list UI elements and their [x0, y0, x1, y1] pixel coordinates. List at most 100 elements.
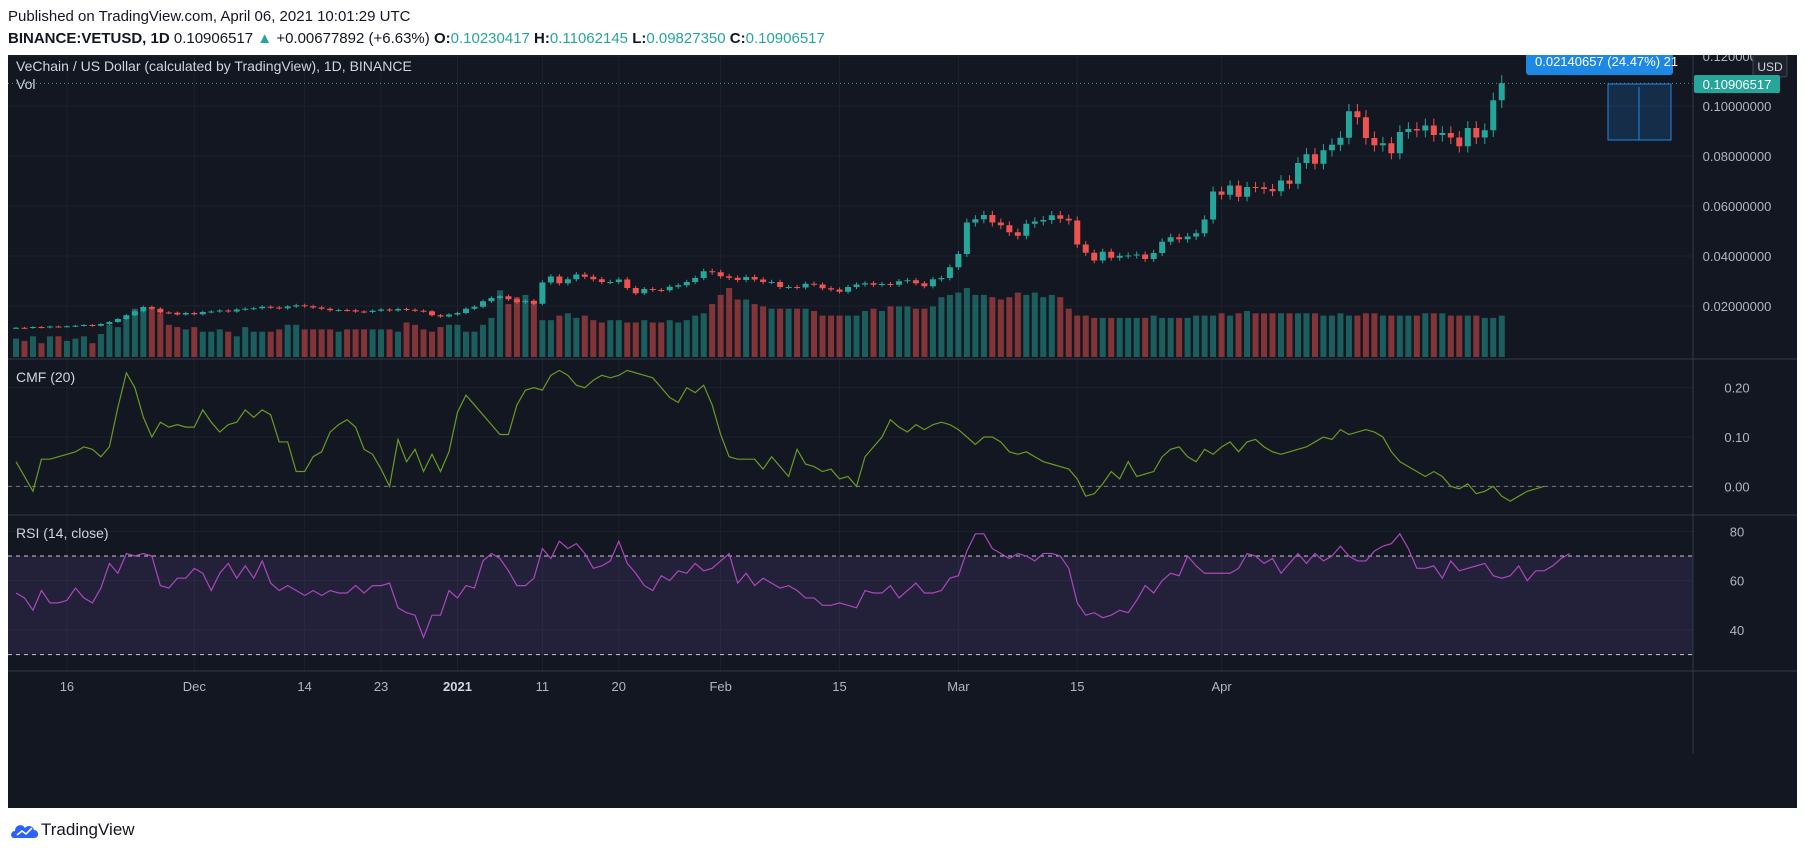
- candle-body: [1481, 130, 1488, 138]
- candle-body: [819, 284, 826, 289]
- candle-body: [1133, 254, 1140, 256]
- volume-bar: [471, 331, 478, 357]
- candle-body: [318, 307, 325, 309]
- candle-body: [369, 310, 376, 312]
- volume-bar: [293, 324, 300, 357]
- price-tick-label: 0.02000000: [1703, 299, 1772, 314]
- candle-body: [1031, 221, 1038, 224]
- volume-bar: [318, 329, 325, 357]
- volume-bar: [437, 327, 444, 357]
- volume-bar: [904, 306, 911, 357]
- candle-body: [233, 309, 240, 312]
- volume-bar: [1464, 315, 1471, 357]
- tradingview-cloud-icon[interactable]: [10, 820, 40, 840]
- volume-bar: [1294, 313, 1301, 357]
- cmf-line: [15, 369, 1545, 502]
- time-tick-label: 11: [536, 679, 550, 694]
- time-tick-label: Feb: [709, 679, 731, 694]
- candle-body: [1447, 133, 1454, 138]
- volume-bar: [242, 327, 249, 357]
- candle-body: [386, 309, 393, 311]
- volume-bar: [828, 315, 835, 357]
- candle-body: [352, 310, 359, 312]
- candle-body: [1048, 215, 1055, 220]
- candle-body: [1269, 189, 1276, 192]
- volume-bar: [989, 297, 996, 357]
- candle-body: [777, 282, 784, 287]
- volume-bar: [666, 320, 673, 357]
- volume-bar: [598, 322, 605, 357]
- candle-body: [641, 289, 648, 294]
- candle-body: [344, 310, 351, 311]
- candle-body: [378, 309, 385, 311]
- volume-bar: [1082, 315, 1089, 357]
- volume-bar: [97, 334, 104, 357]
- chart-area[interactable]: 16 Dec 14 23 2021 11 20 Feb 15 Mar 15 Apr 0.12000000…: [8, 48, 1797, 808]
- candle-body: [1473, 128, 1480, 138]
- volume-bar: [658, 322, 665, 357]
- chart-svg[interactable]: 16 Dec 14 23 2021 11 20 Feb 15 Mar 15 Apr0.12000000…: [8, 48, 1797, 808]
- volume-bar: [369, 329, 376, 357]
- candle-body: [1057, 215, 1064, 219]
- volume-bar: [445, 324, 452, 357]
- volume-bar: [80, 336, 87, 357]
- volume-bar: [284, 324, 291, 357]
- candle-body: [955, 254, 962, 268]
- volume-bar: [853, 315, 860, 357]
- volume-bar: [310, 329, 317, 357]
- candle-body: [1082, 244, 1089, 253]
- volume-bar: [1498, 315, 1505, 357]
- candle-body: [811, 283, 818, 285]
- candle-body: [1218, 191, 1225, 195]
- volume-bar: [878, 311, 885, 357]
- candle-body: [1150, 253, 1157, 259]
- volume-bar: [802, 308, 809, 357]
- candle-body: [335, 310, 342, 311]
- candle-body: [1159, 241, 1166, 253]
- candle-body: [157, 308, 164, 313]
- candle-body: [420, 310, 427, 312]
- volume-bar: [38, 343, 45, 357]
- candle-body: [301, 305, 308, 307]
- candle-body: [980, 215, 987, 220]
- volume-bar: [1235, 313, 1242, 357]
- candle-body: [607, 282, 614, 283]
- volume-bar: [233, 336, 240, 357]
- volume-bar: [1133, 317, 1140, 357]
- rsi-band-fill: [8, 556, 1693, 655]
- volume-bar: [1303, 313, 1310, 357]
- candle-body: [1006, 225, 1013, 233]
- volume-bar: [157, 313, 164, 357]
- candle-body: [1167, 237, 1174, 242]
- volume-bar: [751, 304, 758, 357]
- volume-bar: [1006, 297, 1013, 357]
- volume-bar: [1074, 315, 1081, 357]
- candle-body: [1176, 237, 1183, 240]
- volume-bar: [1388, 315, 1395, 357]
- volume-bar: [496, 290, 503, 357]
- volume-bar: [1142, 317, 1149, 357]
- volume-bar: [1201, 315, 1208, 357]
- volume-bar: [123, 315, 130, 357]
- candle-body: [717, 272, 724, 277]
- candle-body: [429, 311, 436, 316]
- volume-bar: [259, 331, 266, 357]
- volume-bar: [106, 324, 113, 357]
- volume-bar: [836, 315, 843, 357]
- candle-body: [709, 271, 716, 273]
- candle-body: [1040, 220, 1047, 222]
- main-chart-title: VeChain / US Dollar (calculated by Tradi…: [16, 58, 412, 74]
- candle-body: [80, 325, 87, 326]
- symbol-label: BINANCE:VETUSD, 1D: [8, 30, 170, 47]
- candle-body: [878, 284, 885, 285]
- candle-body: [242, 308, 249, 310]
- candle-body: [887, 284, 894, 285]
- volume-bar: [165, 324, 172, 357]
- volume-bar: [946, 294, 953, 357]
- tradingview-brand[interactable]: TradingView: [41, 820, 135, 839]
- volume-bar: [1379, 315, 1386, 357]
- volume-bar: [522, 294, 529, 357]
- volume-bar: [148, 308, 155, 357]
- volume-bar: [412, 324, 419, 357]
- candle-body: [89, 325, 96, 326]
